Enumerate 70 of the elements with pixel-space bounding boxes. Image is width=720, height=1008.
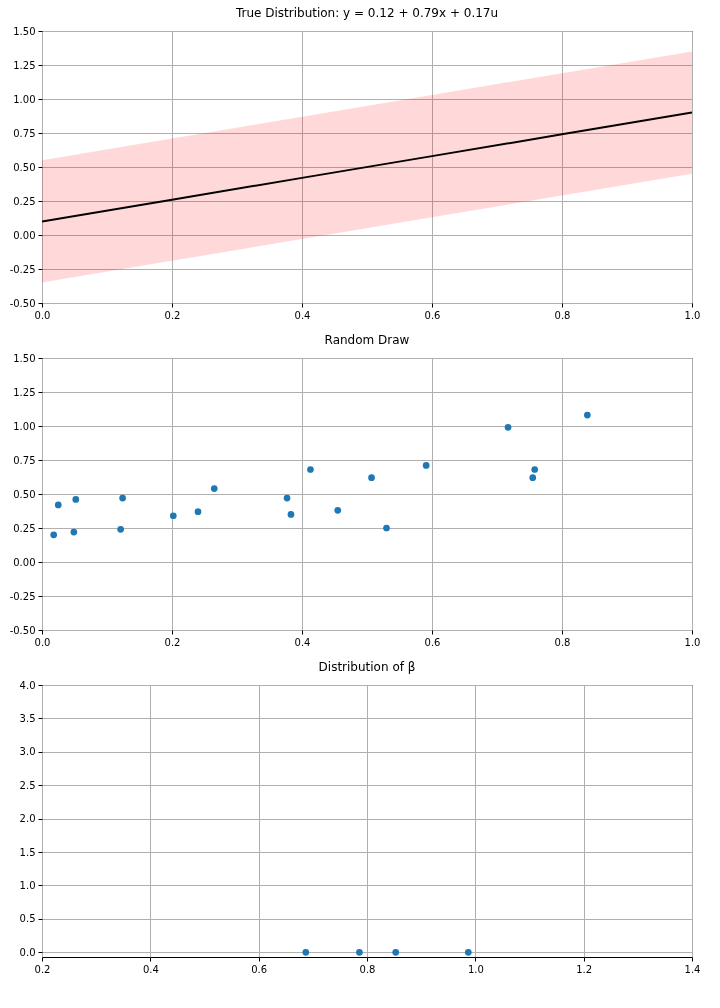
point <box>283 494 291 502</box>
x-tick-label: 1.0 <box>684 636 701 648</box>
y-tick-label: 0.25 <box>13 195 36 207</box>
y-tick-label: 2.5 <box>19 779 36 791</box>
y-tick-label: 1.5 <box>19 846 36 858</box>
point <box>504 424 512 431</box>
y-tick-label: 0.50 <box>13 161 36 173</box>
x-tick-label: 0.6 <box>251 963 268 975</box>
chart-title: Distribution of β <box>318 660 416 674</box>
x-tick-label: 0.2 <box>164 636 181 648</box>
y-tick-label: 0.75 <box>13 454 36 466</box>
x-tick-label: 0.2 <box>164 309 181 321</box>
point <box>194 508 202 516</box>
x-tick-label: 0.4 <box>294 636 311 648</box>
point <box>70 528 78 536</box>
y-tick-label: 0.50 <box>13 488 36 500</box>
point <box>210 485 218 492</box>
y-tick-label: 0.00 <box>13 229 36 241</box>
y-tick-label: 1.00 <box>13 420 36 432</box>
point <box>584 411 591 419</box>
x-tick-label: 1.4 <box>684 963 701 975</box>
point <box>54 501 62 509</box>
point <box>50 531 58 539</box>
point <box>119 494 126 502</box>
y-tick-label: -0.25 <box>9 263 36 275</box>
x-tick-label: 0.8 <box>554 309 571 321</box>
x-tick-label: 0.4 <box>294 309 311 321</box>
x-tick-label: 0.4 <box>142 963 159 975</box>
y-tick-label: 0.0 <box>19 946 36 958</box>
point <box>169 512 177 520</box>
y-tick-label: 0.00 <box>13 556 36 568</box>
chart-title: Random Draw <box>324 333 410 347</box>
y-tick-label: 1.25 <box>13 386 36 398</box>
y-tick-label: 1.50 <box>13 352 36 364</box>
x-tick-label: 0.8 <box>554 636 571 648</box>
y-tick-label: 0.5 <box>19 913 36 925</box>
chart-title: True Distribution: y = 0.12 + 0.79x + 0.17u <box>234 6 499 20</box>
x-tick-label: 0.0 <box>34 309 51 321</box>
y-tick-label: 1.00 <box>13 93 36 105</box>
y-tick-label: 1.0 <box>19 879 36 891</box>
line-series <box>42 111 692 223</box>
x-tick-label: 1.0 <box>684 309 701 321</box>
point <box>334 506 342 514</box>
point <box>422 462 430 469</box>
x-tick-label: 0.0 <box>34 636 51 648</box>
y-tick-label: 3.0 <box>19 746 36 758</box>
x-tick-label: 0.2 <box>34 963 51 975</box>
x-tick-label: 1.0 <box>467 963 484 975</box>
x-tick-label: 0.6 <box>424 309 441 321</box>
x-tick-label: 0.6 <box>424 636 441 648</box>
y-tick-label: 3.5 <box>19 712 36 724</box>
y-tick-label: -0.50 <box>9 297 36 309</box>
y-tick-label: 1.50 <box>13 25 36 37</box>
y-tick-label: 0.75 <box>13 127 36 139</box>
point <box>531 466 539 473</box>
point <box>72 496 80 503</box>
point <box>383 524 390 532</box>
y-tick-label: -0.50 <box>9 624 36 636</box>
x-tick-label: 1.2 <box>576 963 593 975</box>
y-tick-label: 0.25 <box>13 522 36 534</box>
point <box>529 474 537 482</box>
point <box>307 466 314 473</box>
y-tick-label: 2.0 <box>19 813 36 825</box>
x-tick-label: 0.8 <box>359 963 376 975</box>
point <box>368 474 375 482</box>
point <box>287 511 295 518</box>
y-tick-label: -0.25 <box>9 590 36 602</box>
y-tick-label: 1.25 <box>13 59 36 71</box>
point <box>117 526 124 533</box>
y-tick-label: 4.0 <box>19 679 36 691</box>
